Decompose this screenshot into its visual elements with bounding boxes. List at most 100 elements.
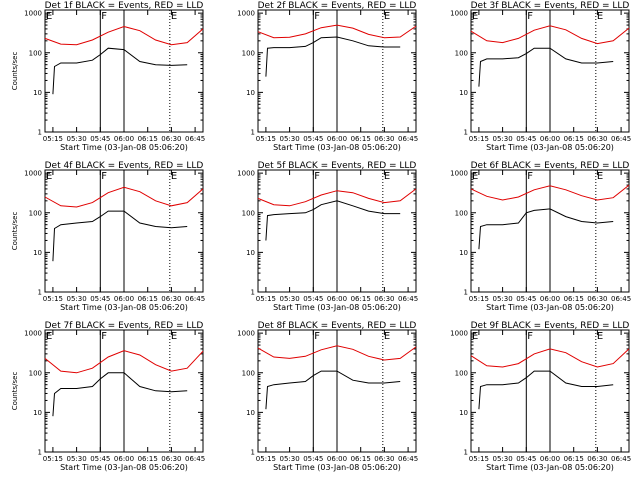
y-tick-label: 100 [455,369,468,377]
y-tick-label: 10 [459,89,468,97]
y-tick-label: 1000 [450,170,468,178]
y-tick-label: 10 [459,409,468,417]
series-line [265,370,401,410]
y-tick-label: 100 [29,49,42,57]
x-tick-label: 06:00 [114,295,134,303]
series-line [52,372,188,417]
x-tick-label: 06:15 [351,295,371,303]
marker-label: E [597,331,603,342]
x-tick-label: 05:15 [256,135,276,143]
series-line [265,200,401,241]
x-tick-label: 06:15 [351,455,371,463]
x-tick-label: 05:15 [469,135,489,143]
marker-label: F [101,331,107,342]
x-tick-label: 06:15 [564,295,584,303]
x-axis-label: Start Time (03-Jan-08 05:06:20) [486,463,614,472]
series-line [257,24,417,39]
x-tick-label: 05:15 [43,295,63,303]
y-tick-label: 100 [29,209,42,217]
y-tick-label: 100 [455,209,468,217]
x-tick-label: 05:15 [43,455,63,463]
x-tick-label: 05:45 [516,295,536,303]
y-tick-label: 1000 [237,10,255,18]
y-tick-label: 1000 [24,170,42,178]
x-tick-label: 06:15 [138,135,158,143]
y-tick-label: 10 [33,89,42,97]
x-tick-label: 06:30 [161,135,181,143]
x-tick-label: 05:15 [469,295,489,303]
x-tick-label: 06:30 [374,135,394,143]
y-tick-label: 1000 [450,10,468,18]
x-tick-label: 05:15 [43,135,63,143]
x-axis-label: Start Time (03-Jan-08 05:06:20) [273,143,401,152]
x-tick-label: 05:30 [280,455,300,463]
y-tick-label: 10 [246,409,255,417]
y-tick-label: 1 [464,449,468,457]
series-line [470,25,630,45]
series-line [257,345,417,361]
marker-label: E [472,11,478,22]
chart-title: Det 1f BLACK = Events, RED = LLD [45,1,204,11]
x-tick-label: 06:00 [114,455,134,463]
x-tick-label: 06:45 [185,295,205,303]
series-line [257,188,417,207]
y-tick-label: 1 [38,449,42,457]
x-tick-label: 05:30 [67,135,87,143]
chart-title: Det 6f BLACK = Events, RED = LLD [471,161,630,171]
y-axis-label: Counts/sec [11,372,19,411]
series-line [52,47,188,95]
x-tick-label: 05:30 [493,455,513,463]
marker-label: F [101,11,107,22]
y-tick-label: 1000 [450,330,468,338]
x-tick-label: 05:15 [256,295,276,303]
series-line [478,208,614,250]
x-tick-label: 06:45 [398,135,418,143]
y-tick-label: 1000 [24,330,42,338]
x-axis-label: Start Time (03-Jan-08 05:06:20) [486,303,614,312]
chart-title: Det 5f BLACK = Events, RED = LLD [258,161,417,171]
x-tick-label: 06:00 [540,135,560,143]
marker-label: F [527,331,533,342]
series-line [478,370,614,410]
x-tick-label: 05:15 [469,455,489,463]
marker-label: E [472,171,478,182]
marker-label: E [597,11,603,22]
chart-panel: Det 6f BLACK = Events, RED = LLD 1 10 100 10… [450,161,631,312]
x-axis-label: Start Time (03-Jan-08 05:06:20) [60,303,188,312]
y-tick-label: 1000 [237,170,255,178]
x-axis-label: Start Time (03-Jan-08 05:06:20) [273,463,401,472]
y-tick-label: 1 [251,129,255,137]
x-tick-label: 06:30 [374,295,394,303]
series-line [265,36,401,77]
y-tick-label: 10 [33,249,42,257]
y-tick-label: 10 [459,249,468,257]
chart-title: Det 8f BLACK = Events, RED = LLD [258,321,417,331]
y-tick-label: 10 [246,89,255,97]
y-tick-label: 1 [464,129,468,137]
x-tick-label: 05:45 [90,135,110,143]
marker-label: F [314,171,320,182]
x-tick-label: 05:45 [90,295,110,303]
marker-label: E [384,171,390,182]
x-tick-label: 05:45 [303,135,323,143]
x-tick-label: 06:45 [398,295,418,303]
x-tick-label: 06:00 [327,455,347,463]
x-tick-label: 06:30 [161,455,181,463]
y-tick-label: 10 [33,409,42,417]
x-tick-label: 06:30 [587,135,607,143]
x-axis-label: Start Time (03-Jan-08 05:06:20) [60,143,188,152]
x-tick-label: 05:45 [303,455,323,463]
chart-panel: Det 3f BLACK = Events, RED = LLD 1 10 100 10… [450,1,631,152]
x-tick-label: 05:15 [256,455,276,463]
chart-panel: Det 2f BLACK = Events, RED = LLD 1 10 100 10… [237,1,418,152]
series-line [44,350,204,374]
x-tick-label: 06:15 [138,295,158,303]
x-tick-label: 05:30 [67,455,87,463]
x-tick-label: 06:45 [611,455,631,463]
y-tick-label: 100 [242,49,255,57]
chart-panel: Det 4f BLACK = Events, RED = LLD 1 10 100 10… [11,161,205,312]
marker-label: F [527,171,533,182]
marker-label: F [314,11,320,22]
y-tick-label: 1 [251,449,255,457]
y-tick-label: 100 [242,209,255,217]
